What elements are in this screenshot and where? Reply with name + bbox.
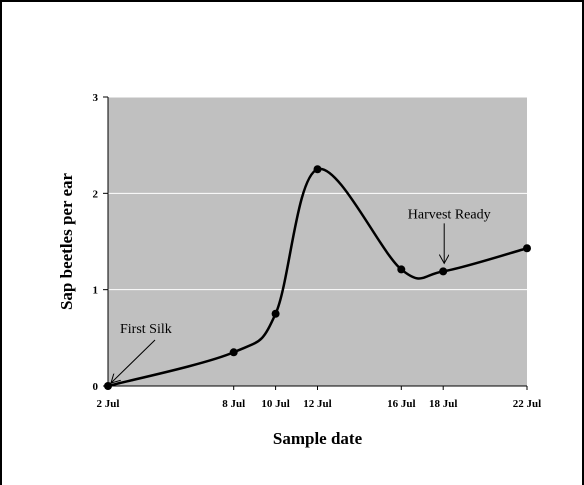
x-tick-label: 22 Jul [513,398,541,410]
annotation-first-silk: First Silk [120,322,172,337]
data-point [397,265,406,274]
x-tick-label: 10 Jul [261,398,289,410]
plot-area [108,97,527,386]
data-point [523,244,531,253]
x-axis-ticks: 2 Jul 8 Jul 10 Jul 12 Jul 16 Jul 18 Jul 22 Jul [97,386,541,410]
y-tick-label: 2 [93,188,99,200]
data-point [313,165,322,174]
y-tick-label: 3 [93,92,99,104]
x-tick-label: 18 Jul [429,398,457,410]
x-tick-label: 16 Jul [387,398,415,410]
gridlines [108,96,527,291]
annotation-arrow [111,339,156,383]
data-point [229,348,238,357]
data-point [271,309,280,318]
data-point [439,267,448,276]
annotation-harvest-ready: Harvest Ready [408,207,491,222]
x-tick-label: 12 Jul [303,398,331,410]
x-tick-label: 8 Jul [222,398,245,410]
annotations: First Silk Harvest Ready [111,207,491,383]
data-points [104,165,531,390]
y-axis-title: Sap beetles per ear [57,173,76,311]
y-tick-label: 1 [93,285,99,297]
y-tick-label: 0 [93,381,99,393]
x-axis-title: Sample date [273,429,363,448]
x-tick-label: 2 Jul [97,398,120,410]
y-axis-ticks: 0 1 2 3 [93,92,108,393]
data-point [104,382,112,390]
